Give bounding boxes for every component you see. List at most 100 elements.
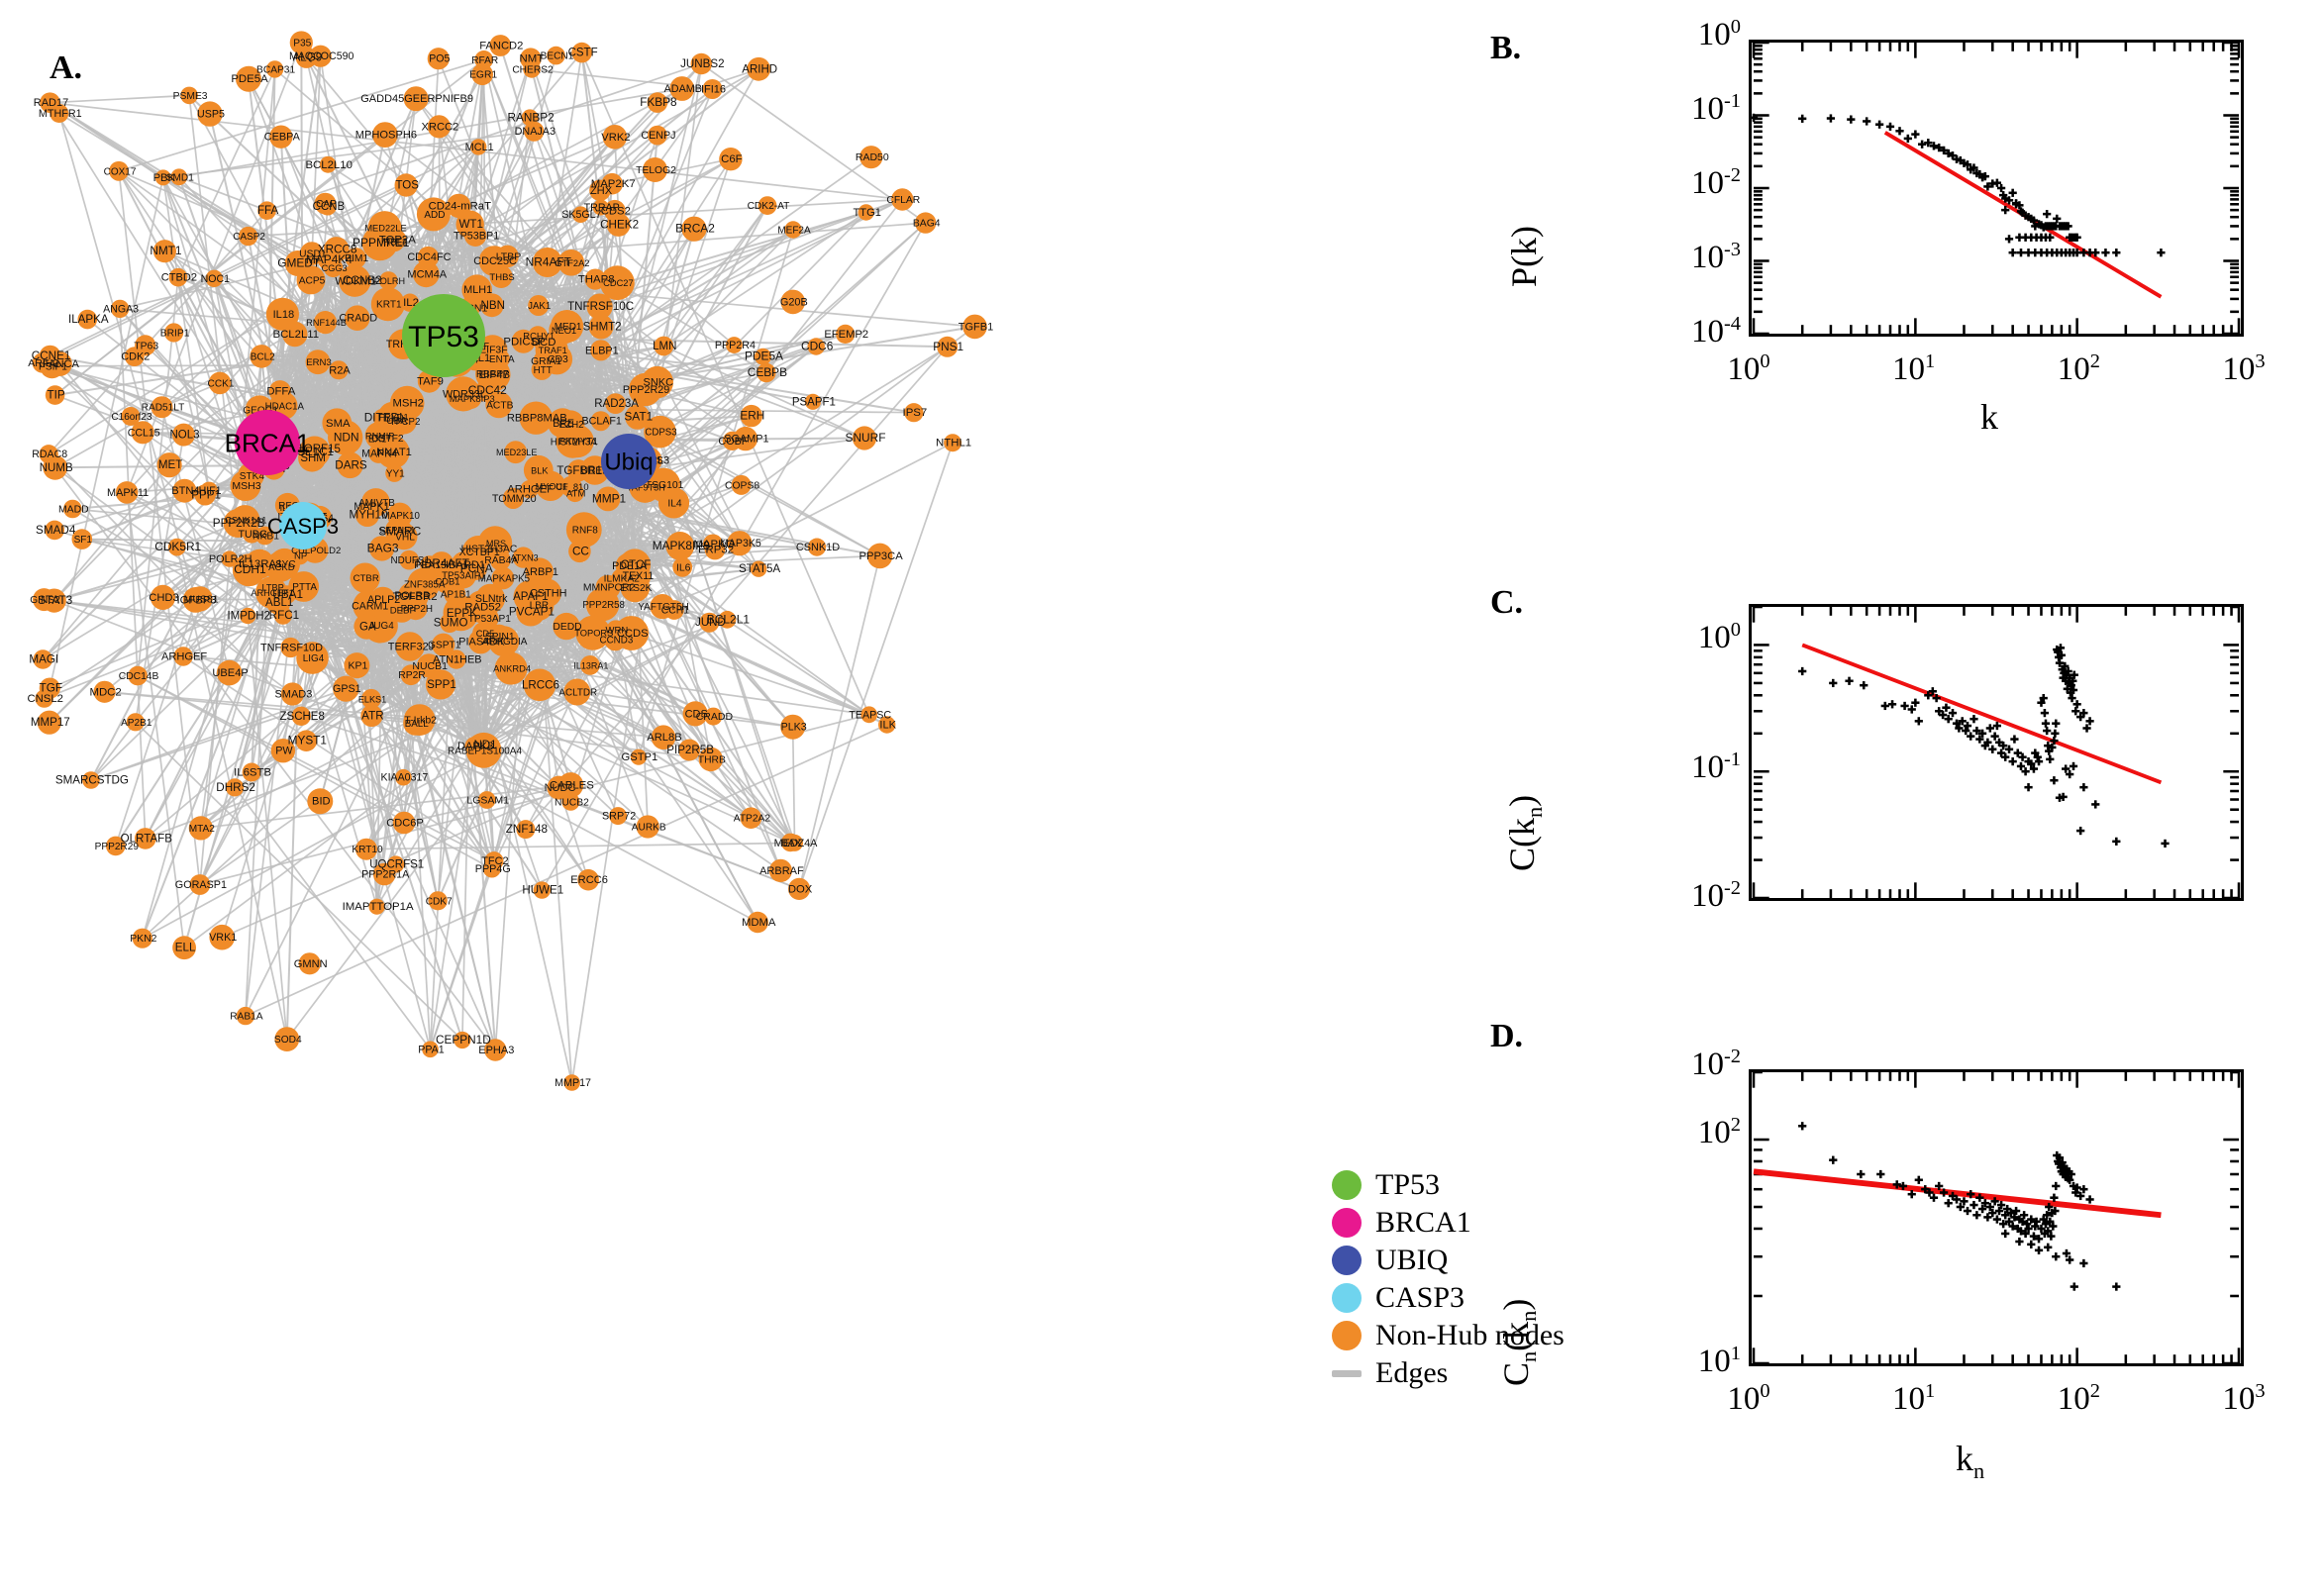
network-node[interactable]: [681, 216, 707, 242]
network-node[interactable]: [391, 408, 417, 435]
network-node[interactable]: [317, 249, 339, 270]
network-node[interactable]: [360, 704, 383, 728]
network-node[interactable]: [511, 329, 536, 353]
network-node[interactable]: [189, 874, 211, 895]
network-node[interactable]: [440, 613, 459, 633]
network-node[interactable]: [427, 115, 451, 139]
network-node[interactable]: [216, 659, 243, 686]
network-node[interactable]: [180, 86, 198, 105]
network-node[interactable]: [858, 204, 874, 221]
network-node[interactable]: [172, 423, 195, 447]
network-node[interactable]: [551, 310, 584, 344]
network-node[interactable]: [115, 481, 139, 504]
network-node[interactable]: [521, 109, 539, 127]
network-node[interactable]: [571, 42, 592, 63]
network-node[interactable]: [575, 615, 611, 650]
hub-node-casp3[interactable]: [279, 502, 327, 549]
network-node[interactable]: [722, 431, 743, 450]
network-node[interactable]: [128, 665, 148, 686]
network-node[interactable]: [257, 201, 276, 220]
network-node[interactable]: [565, 512, 602, 548]
network-node[interactable]: [731, 474, 752, 495]
network-node[interactable]: [807, 338, 825, 355]
network-node[interactable]: [156, 452, 182, 478]
network-node[interactable]: [209, 924, 235, 950]
network-node[interactable]: [702, 79, 723, 99]
network-node[interactable]: [727, 531, 753, 556]
network-node[interactable]: [460, 387, 482, 409]
network-node[interactable]: [589, 179, 611, 202]
network-node[interactable]: [563, 1074, 580, 1091]
network-node[interactable]: [305, 349, 331, 375]
network-node[interactable]: [298, 436, 331, 468]
network-node[interactable]: [131, 421, 154, 445]
network-node[interactable]: [474, 50, 494, 69]
network-node[interactable]: [489, 549, 511, 571]
network-node[interactable]: [168, 267, 188, 287]
network-node[interactable]: [747, 911, 768, 934]
network-node[interactable]: [337, 451, 363, 479]
network-node[interactable]: [167, 538, 186, 556]
network-node[interactable]: [491, 566, 515, 590]
network-node[interactable]: [353, 589, 386, 623]
network-node[interactable]: [417, 246, 440, 268]
network-node[interactable]: [444, 583, 466, 605]
network-node[interactable]: [432, 633, 455, 656]
network-node[interactable]: [563, 678, 591, 706]
network-node[interactable]: [836, 324, 856, 344]
network-node[interactable]: [512, 547, 535, 568]
network-node[interactable]: [350, 562, 380, 593]
network-node[interactable]: [454, 1031, 471, 1049]
network-node[interactable]: [416, 197, 451, 232]
network-node[interactable]: [385, 463, 404, 482]
network-node[interactable]: [533, 881, 551, 899]
network-node[interactable]: [636, 815, 659, 839]
network-node[interactable]: [904, 403, 924, 423]
network-node[interactable]: [354, 502, 380, 527]
network-node[interactable]: [524, 121, 545, 142]
network-node[interactable]: [361, 688, 381, 709]
network-node[interactable]: [780, 714, 806, 740]
network-node[interactable]: [532, 248, 562, 277]
network-node[interactable]: [595, 486, 621, 512]
network-node[interactable]: [269, 125, 293, 149]
network-node[interactable]: [93, 680, 116, 703]
network-node[interactable]: [368, 898, 385, 915]
network-node[interactable]: [425, 669, 456, 700]
network-node[interactable]: [45, 385, 65, 405]
network-node[interactable]: [368, 536, 395, 561]
network-node[interactable]: [784, 221, 802, 239]
network-node[interactable]: [520, 480, 539, 499]
network-node[interactable]: [461, 536, 495, 568]
network-node[interactable]: [780, 289, 806, 315]
network-node[interactable]: [289, 31, 313, 54]
network-node[interactable]: [580, 655, 600, 675]
network-node[interactable]: [455, 210, 484, 239]
network-node[interactable]: [296, 642, 329, 674]
network-node[interactable]: [71, 529, 93, 549]
network-node[interactable]: [962, 314, 987, 340]
network-node[interactable]: [270, 739, 296, 763]
network-node[interactable]: [768, 858, 793, 883]
network-node[interactable]: [124, 347, 145, 366]
network-node[interactable]: [298, 952, 321, 975]
network-node[interactable]: [295, 730, 318, 751]
network-node[interactable]: [268, 380, 291, 403]
network-node[interactable]: [678, 739, 701, 761]
network-node[interactable]: [245, 549, 275, 579]
network-node[interactable]: [345, 248, 366, 269]
hub-node-ubiq[interactable]: [601, 434, 656, 489]
network-node[interactable]: [516, 597, 546, 627]
network-node[interactable]: [345, 305, 370, 332]
network-node[interactable]: [669, 76, 695, 101]
network-node[interactable]: [197, 101, 223, 127]
network-node[interactable]: [804, 393, 822, 410]
network-node[interactable]: [150, 584, 176, 611]
network-node[interactable]: [110, 299, 130, 319]
network-node[interactable]: [651, 725, 676, 749]
network-node[interactable]: [387, 502, 413, 528]
network-node[interactable]: [523, 668, 556, 702]
network-node[interactable]: [719, 148, 743, 171]
network-node[interactable]: [240, 607, 256, 625]
network-node[interactable]: [474, 735, 494, 754]
